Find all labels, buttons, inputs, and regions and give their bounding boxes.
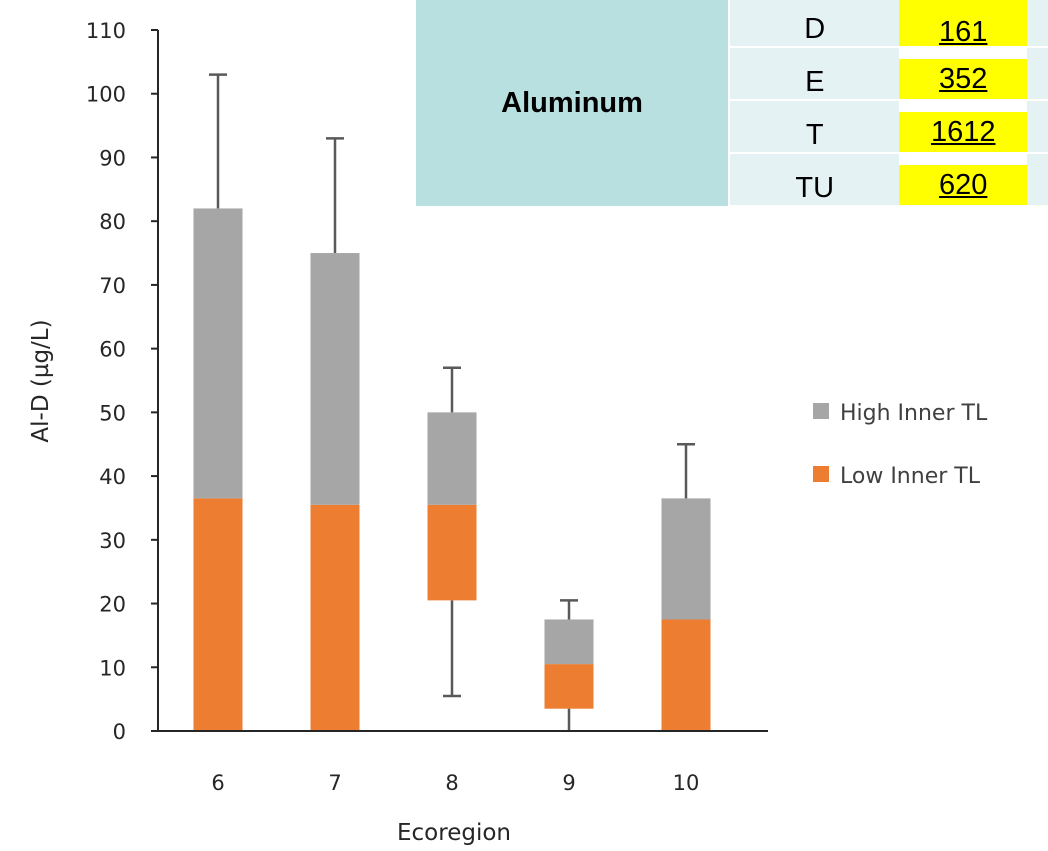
y-tick-label: 110 (86, 19, 126, 43)
y-tick-label: 70 (99, 274, 126, 298)
x-tick-label: 9 (562, 771, 575, 795)
x-axis-title: Ecoregion (397, 820, 511, 846)
table-edge-cell (1028, 47, 1048, 101)
legend-label: High Inner TL (840, 401, 988, 426)
code-cell: T (729, 100, 900, 154)
table-row: E 352 (416, 47, 1048, 101)
bar-high-inner-tl (661, 498, 711, 620)
inset-table: Aluminum D 161 E 352 T 1612 TU 620 (416, 0, 1048, 207)
y-tick-label: 40 (99, 465, 126, 489)
y-tick-label: 30 (99, 529, 126, 553)
value-cell: 620 (899, 153, 1030, 207)
x-tick-label: 8 (445, 771, 458, 795)
value-cell: 161 (899, 0, 1030, 48)
table-edge-cell (1028, 0, 1048, 48)
bar-low-inner-tl (544, 664, 594, 709)
legend-swatch (813, 403, 829, 419)
y-tick-label: 0 (113, 720, 126, 744)
y-axis-title: Al-D (µg/L) (28, 319, 54, 442)
bar-low-inner-tl (427, 504, 477, 601)
table-row: Aluminum D 161 (416, 0, 1048, 206)
value-cell: 352 (899, 47, 1030, 101)
bar-high-inner-tl (310, 253, 360, 505)
legend-swatch (813, 466, 829, 482)
table-edge-cell (1028, 100, 1048, 154)
bar-low-inner-tl (661, 619, 711, 731)
y-tick-label: 80 (99, 210, 126, 234)
metal-name-cell: Aluminum (416, 0, 731, 206)
code-cell: D (729, 0, 900, 48)
bar-high-inner-tl (544, 619, 594, 665)
bar-low-inner-tl (310, 504, 360, 731)
x-tick-label: 10 (673, 771, 700, 795)
value-text: 161 (899, 0, 1028, 46)
code-cell: E (729, 47, 900, 101)
bar-high-inner-tl (427, 412, 477, 505)
table-row: TU 620 (416, 153, 1048, 207)
value-text: 352 (899, 59, 1028, 99)
x-tick-label: 6 (211, 771, 224, 795)
table-row: T 1612 (416, 100, 1048, 154)
y-tick-label: 90 (99, 146, 126, 170)
y-tick-label: 20 (99, 593, 126, 617)
y-tick-label: 50 (99, 401, 126, 425)
y-tick-label: 10 (99, 656, 126, 680)
y-tick-label: 60 (99, 338, 126, 362)
value-text: 620 (899, 165, 1028, 205)
legend-label: Low Inner TL (840, 464, 981, 489)
bar-high-inner-tl (193, 208, 243, 499)
bar-low-inner-tl (193, 498, 243, 731)
value-text: 1612 (899, 112, 1028, 152)
code-cell: TU (729, 153, 900, 207)
value-cell: 1612 (899, 100, 1030, 154)
y-tick-label: 100 (86, 83, 126, 107)
table-edge-cell (1028, 153, 1048, 207)
x-tick-label: 7 (328, 771, 341, 795)
